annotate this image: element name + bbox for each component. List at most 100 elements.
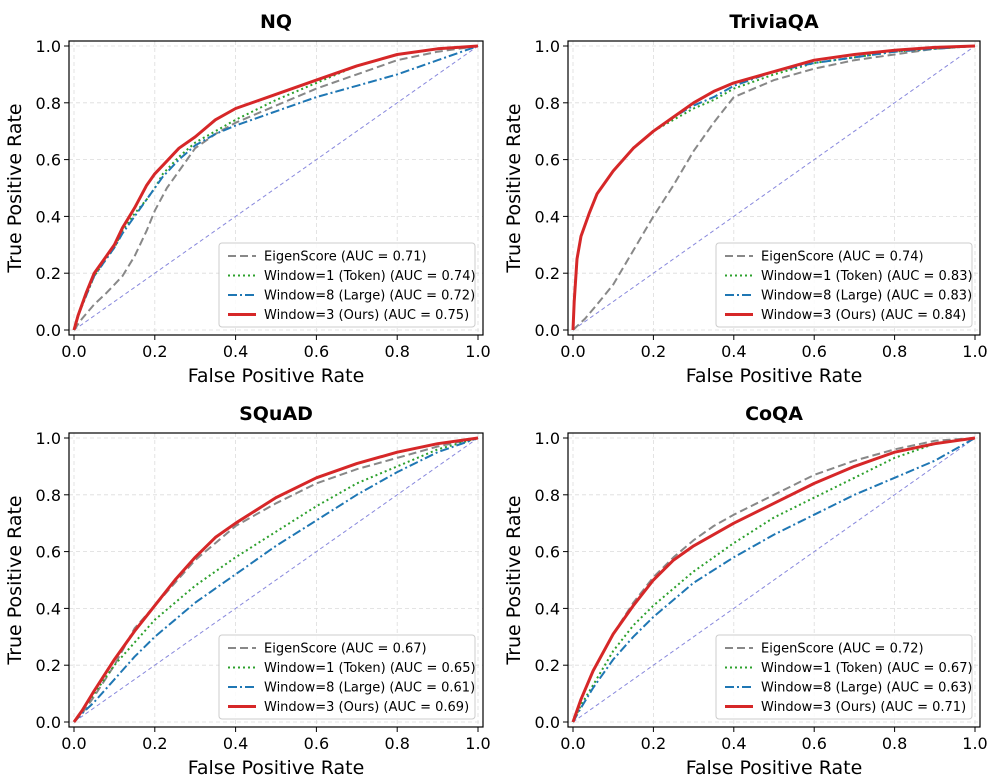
y-tick-label: 0.8 xyxy=(535,486,560,505)
x-tick-label: 1.0 xyxy=(465,734,490,753)
legend-entry-label: Window=8 (Large) (AUC = 0.83) xyxy=(761,289,972,304)
y-tick-label: 0.6 xyxy=(535,151,560,170)
legend-entry-label: Window=8 (Large) (AUC = 0.63) xyxy=(761,681,972,696)
legend: EigenScore (AUC = 0.74) Window=1 (Token) … xyxy=(715,242,973,328)
y-tick-label: 0.6 xyxy=(36,543,61,562)
legend-box xyxy=(218,242,476,328)
y-axis-label: True Positive Rate xyxy=(4,495,26,665)
legend-entry-label: Window=1 (Token) (AUC = 0.74) xyxy=(264,269,476,284)
x-axis-label: False Positive Rate xyxy=(188,365,365,387)
x-tick-label: 0.0 xyxy=(61,342,86,361)
axes-frame xyxy=(68,40,484,336)
legend-entry-label: EigenScore (AUC = 0.67) xyxy=(264,642,427,657)
series-line xyxy=(73,45,479,331)
series-line xyxy=(73,437,479,723)
chart-title: CoQA xyxy=(745,403,803,425)
series-line xyxy=(73,437,479,723)
x-axis-label: False Positive Rate xyxy=(686,757,863,779)
y-tick-label: 0.6 xyxy=(535,543,560,562)
legend: EigenScore (AUC = 0.72) Window=1 (Token) … xyxy=(715,634,973,720)
legend-entry-label: Window=3 (Ours) (AUC = 0.69) xyxy=(264,700,469,715)
legend-entry-label: Window=3 (Ours) (AUC = 0.71) xyxy=(761,700,966,715)
axes-frame xyxy=(68,432,484,728)
y-tick-label: 0.4 xyxy=(535,599,560,618)
x-tick-label: 1.0 xyxy=(465,342,490,361)
y-tick-label: 0.4 xyxy=(36,207,61,226)
y-tick-label: 0.2 xyxy=(535,656,560,675)
y-tick-label: 1.0 xyxy=(36,37,61,56)
axes-frame xyxy=(567,40,981,336)
series-line xyxy=(72,436,479,723)
legend-entry-label: Window=1 (Token) (AUC = 0.83) xyxy=(761,269,973,284)
y-tick-label: 0.2 xyxy=(36,264,61,283)
roc-panel: 0.0 0.2 0.4 0.6 0.8 1.0 0.0 0.2 0.4 0.6 0.8 1.0 Triv… xyxy=(503,11,988,387)
y-axis-label: True Positive Rate xyxy=(503,495,525,665)
x-tick-label: 0.2 xyxy=(142,734,167,753)
y-tick-label: 0.2 xyxy=(535,264,560,283)
legend-entry-label: Window=8 (Large) (AUC = 0.61) xyxy=(264,681,475,696)
y-axis-label: True Positive Rate xyxy=(503,103,525,273)
legend: EigenScore (AUC = 0.71) Window=1 (Token) … xyxy=(218,242,476,328)
legend-entry-label: EigenScore (AUC = 0.74) xyxy=(761,250,924,265)
y-tick-label: 0.8 xyxy=(36,94,61,113)
random-diagonal-line xyxy=(572,437,976,723)
roc-panel: 0.0 0.2 0.4 0.6 0.8 1.0 0.0 0.2 0.4 0.6 0.8 1.0 SQuA… xyxy=(4,403,491,779)
y-tick-label: 0.0 xyxy=(36,713,61,732)
series-line xyxy=(72,44,479,331)
y-tick-label: 0.0 xyxy=(36,321,61,340)
x-tick-label: 0.8 xyxy=(384,342,409,361)
x-tick-label: 0.0 xyxy=(61,734,86,753)
legend-entry-label: Window=1 (Token) (AUC = 0.67) xyxy=(761,661,973,676)
x-tick-label: 0.4 xyxy=(223,734,248,753)
x-tick-label: 0.2 xyxy=(641,734,666,753)
x-tick-label: 0.6 xyxy=(801,734,826,753)
x-axis-label: False Positive Rate xyxy=(686,365,863,387)
y-tick-label: 0.2 xyxy=(36,656,61,675)
y-axis-label: True Positive Rate xyxy=(4,103,26,273)
roc-panel: 0.0 0.2 0.4 0.6 0.8 1.0 0.0 0.2 0.4 0.6 0.8 1.0 NQ Fa… xyxy=(4,11,491,387)
x-tick-label: 0.0 xyxy=(560,734,585,753)
random-diagonal-line xyxy=(73,437,479,723)
y-tick-label: 0.8 xyxy=(36,486,61,505)
legend-box xyxy=(218,634,476,720)
legend-entry-label: Window=3 (Ours) (AUC = 0.84) xyxy=(761,308,966,323)
legend-box xyxy=(715,634,973,720)
x-axis-label: False Positive Rate xyxy=(188,757,365,779)
x-tick-label: 0.6 xyxy=(801,342,826,361)
legend-entry-label: Window=3 (Ours) (AUC = 0.75) xyxy=(264,308,469,323)
chart-title: TriviaQA xyxy=(729,11,819,33)
y-tick-label: 0.8 xyxy=(535,94,560,113)
legend-box xyxy=(715,242,973,328)
legend-entry-label: Window=1 (Token) (AUC = 0.65) xyxy=(264,661,476,676)
x-tick-label: 0.8 xyxy=(384,734,409,753)
x-tick-label: 0.4 xyxy=(223,342,248,361)
y-tick-label: 0.0 xyxy=(535,321,560,340)
y-tick-label: 0.6 xyxy=(36,151,61,170)
x-tick-label: 0.8 xyxy=(882,734,907,753)
axes-frame xyxy=(567,432,981,728)
series-line xyxy=(572,437,976,723)
x-tick-label: 0.6 xyxy=(304,342,329,361)
series-line xyxy=(73,45,479,331)
x-tick-label: 0.2 xyxy=(641,342,666,361)
roc-panel: 0.0 0.2 0.4 0.6 0.8 1.0 0.0 0.2 0.4 0.6 0.8 1.0 CoQA… xyxy=(503,403,988,779)
y-tick-label: 0.4 xyxy=(535,207,560,226)
x-tick-label: 1.0 xyxy=(962,734,987,753)
legend-entry-label: EigenScore (AUC = 0.72) xyxy=(761,642,924,657)
y-tick-label: 1.0 xyxy=(36,429,61,448)
x-tick-label: 0.8 xyxy=(882,342,907,361)
chart-title: NQ xyxy=(260,11,292,33)
y-tick-label: 0.4 xyxy=(36,599,61,618)
x-tick-label: 0.0 xyxy=(560,342,585,361)
series-line xyxy=(572,45,976,331)
x-tick-label: 1.0 xyxy=(962,342,987,361)
legend: EigenScore (AUC = 0.67) Window=1 (Token) … xyxy=(218,634,476,720)
chart-title: SQuAD xyxy=(239,403,313,425)
x-tick-label: 0.6 xyxy=(304,734,329,753)
y-tick-label: 0.0 xyxy=(535,713,560,732)
random-diagonal-line xyxy=(572,45,976,331)
x-tick-label: 0.4 xyxy=(721,734,746,753)
y-tick-label: 1.0 xyxy=(535,37,560,56)
legend-entry-label: EigenScore (AUC = 0.71) xyxy=(264,250,427,265)
